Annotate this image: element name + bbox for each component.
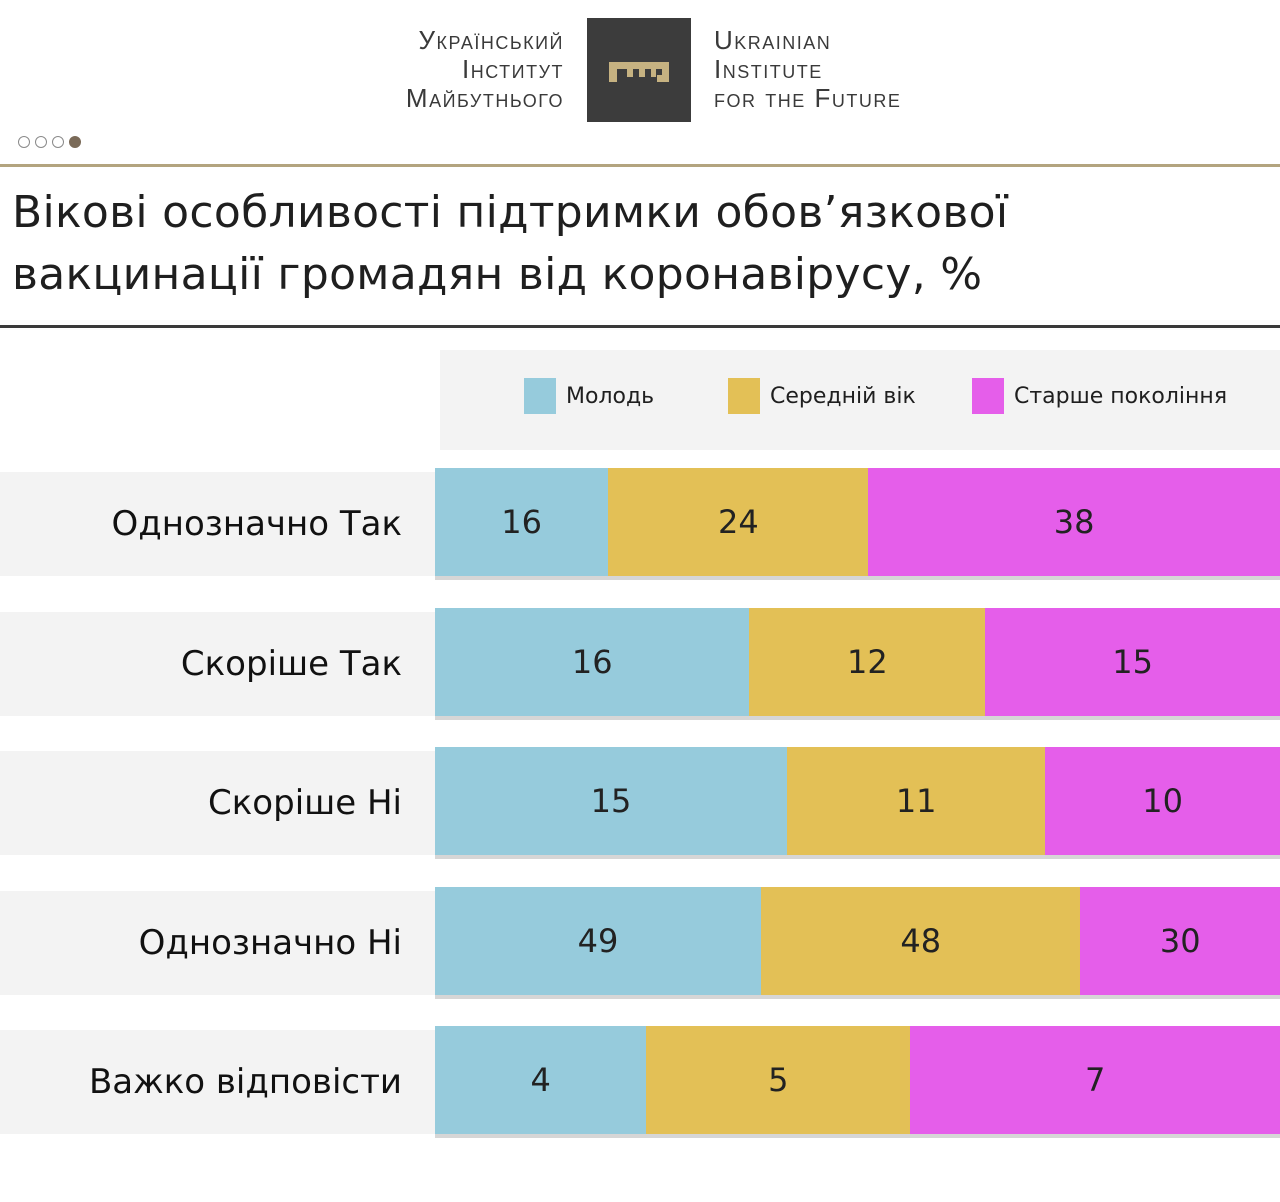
bar-segment-older: 15 xyxy=(985,608,1280,716)
data-label: 49 xyxy=(577,922,619,960)
bar-segment-older: 30 xyxy=(1080,887,1280,995)
header-divider xyxy=(0,164,1280,167)
logo-en-line-2: Institute xyxy=(714,54,823,84)
legend-item-older: Старше покоління xyxy=(972,378,1227,414)
bar-segment-older: 10 xyxy=(1045,747,1280,855)
logo-ua-line-3: Майбутнього xyxy=(405,83,564,113)
legend-swatch-older xyxy=(972,378,1004,414)
bar-shadow xyxy=(435,716,1280,720)
data-label: 7 xyxy=(1084,1061,1106,1099)
bar-segment-middle: 5 xyxy=(646,1026,911,1134)
pager-dots xyxy=(18,136,81,148)
logo-en-line-3: for the Future xyxy=(714,83,902,113)
legend-label-older: Старше покоління xyxy=(1014,383,1228,409)
logo-ua-line-2: Інститут xyxy=(462,54,564,84)
data-label: 15 xyxy=(1112,643,1153,681)
legend-label-youth: Молодь xyxy=(566,383,655,409)
data-label: 30 xyxy=(1159,922,1201,960)
bar-segment-youth: 16 xyxy=(435,468,609,576)
bar-segment-middle: 12 xyxy=(749,608,986,716)
category-label: Скоріше Ні xyxy=(208,783,402,823)
category-label: Однозначно Так xyxy=(111,504,402,544)
data-label: 12 xyxy=(846,643,888,681)
data-label: 4 xyxy=(530,1061,551,1099)
bar-shadow xyxy=(435,576,1280,580)
data-label: 15 xyxy=(590,782,632,820)
bar-segment-middle: 11 xyxy=(787,747,1046,855)
data-label: 16 xyxy=(571,643,613,681)
bar-segment-youth: 16 xyxy=(435,608,750,716)
legend-item-youth: Молодь xyxy=(524,378,654,414)
pager-dot[interactable] xyxy=(18,136,30,148)
data-label: 16 xyxy=(501,503,543,541)
bar-shadow xyxy=(435,855,1280,859)
chart-legend: Молодь Середній вік Старше покоління xyxy=(440,350,1280,450)
key-icon xyxy=(587,18,691,122)
data-label: 38 xyxy=(1053,503,1095,541)
pager-dot[interactable] xyxy=(52,136,64,148)
logo-text-ukrainian: Український Інститут Майбутнього xyxy=(406,26,564,113)
bar-segment-older: 7 xyxy=(910,1026,1280,1134)
pager-dot-active[interactable] xyxy=(69,136,81,148)
bar-segment-middle: 48 xyxy=(761,887,1081,995)
category-label: Важко відповісти xyxy=(88,1062,402,1102)
category-label: Однозначно Ні xyxy=(138,923,402,963)
legend-swatch-middle xyxy=(728,378,760,414)
bar-segment-middle: 24 xyxy=(608,468,869,576)
logo-ua-line-1: Український xyxy=(418,25,564,55)
chart-title: Вікові особливості підтримки обов’язково… xyxy=(12,187,1009,300)
data-label: 48 xyxy=(900,922,942,960)
bar-segment-older: 38 xyxy=(868,468,1280,576)
bar-segment-youth: 15 xyxy=(435,747,788,855)
data-label: 11 xyxy=(895,782,937,820)
logo-en-line-1: Ukrainian xyxy=(714,25,832,55)
logo-text-english: Ukrainian Institute for the Future xyxy=(714,26,901,113)
legend-swatch-youth xyxy=(524,378,556,414)
bar-shadow xyxy=(435,995,1280,999)
bar-segment-youth: 4 xyxy=(435,1026,647,1134)
bar-shadow xyxy=(435,1134,1280,1138)
bar-segment-youth: 49 xyxy=(435,887,762,995)
legend-item-middle: Середній вік xyxy=(728,378,916,414)
data-label: 10 xyxy=(1142,782,1183,820)
legend-label-middle: Середній вік xyxy=(770,383,916,409)
data-label: 24 xyxy=(717,503,759,541)
pager-dot[interactable] xyxy=(35,136,47,148)
title-divider xyxy=(0,325,1280,328)
data-label: 5 xyxy=(768,1061,789,1099)
category-label: Скоріше Так xyxy=(180,644,402,684)
